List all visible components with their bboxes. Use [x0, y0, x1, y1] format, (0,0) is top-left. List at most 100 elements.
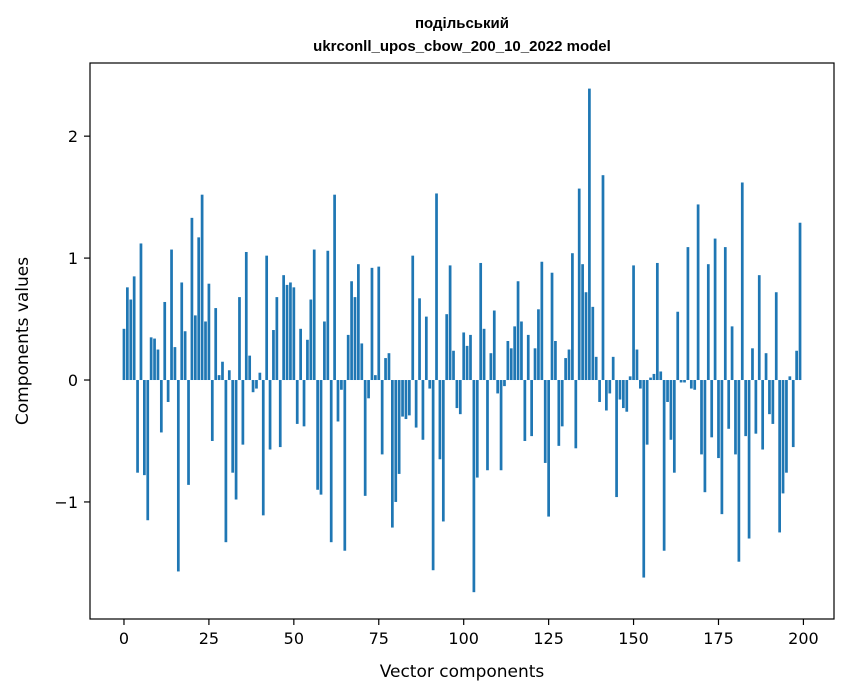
bar-139	[594, 356, 598, 381]
bar-196	[788, 376, 792, 381]
bar-185	[751, 348, 754, 381]
bar-86	[414, 380, 418, 428]
bar-89	[424, 316, 428, 381]
bar-121	[533, 348, 537, 381]
bar-83	[404, 380, 408, 420]
bar-141	[601, 175, 605, 381]
bar-170	[700, 380, 703, 455]
y-tick-label: 2	[68, 127, 78, 146]
bar-169	[696, 204, 700, 381]
bar-106	[482, 328, 486, 381]
bar-194	[781, 380, 785, 494]
bar-67	[350, 281, 353, 381]
bar-16	[176, 380, 180, 572]
bar-136	[584, 292, 588, 381]
bar-147	[622, 380, 625, 409]
y-axis-label: Components values	[13, 257, 33, 425]
bar-159	[662, 380, 666, 551]
bar-180	[734, 380, 737, 455]
bar-149	[628, 376, 632, 381]
bar-151	[635, 349, 639, 381]
bar-125	[547, 380, 550, 517]
bar-38	[251, 380, 255, 393]
bar-101	[465, 345, 469, 381]
bar-88	[421, 380, 425, 440]
bar-191	[771, 380, 775, 424]
bar-76	[380, 380, 384, 455]
bar-32	[231, 380, 235, 473]
bar-130	[564, 358, 567, 381]
bar-174	[713, 238, 717, 381]
x-tick-label: 175	[703, 629, 734, 648]
bar-60	[326, 250, 330, 381]
bar-108	[489, 353, 493, 381]
bar-177	[723, 247, 727, 381]
bar-77	[384, 358, 387, 381]
x-tick-label: 150	[618, 629, 649, 648]
bar-119	[526, 334, 530, 381]
bar-129	[560, 380, 564, 427]
bar-47	[282, 275, 285, 381]
bar-72	[367, 380, 370, 399]
bar-55	[309, 299, 313, 381]
x-tick-label: 0	[119, 629, 129, 648]
bar-109	[492, 310, 496, 381]
bar-3	[132, 276, 136, 381]
bar-8	[149, 337, 153, 381]
bar-69	[357, 264, 360, 381]
bar-97	[452, 350, 455, 381]
bar-73	[370, 267, 374, 381]
bar-104	[475, 380, 479, 478]
y-tick-label: 1	[68, 249, 78, 268]
bar-19	[187, 380, 190, 485]
bar-156	[652, 373, 656, 381]
bar-132	[571, 253, 574, 381]
bar-96	[448, 265, 452, 381]
bar-143	[608, 380, 612, 394]
bar-148	[625, 380, 629, 412]
bar-182	[740, 182, 744, 381]
bar-157	[655, 262, 659, 381]
bar-22	[197, 237, 201, 381]
bar-117	[520, 321, 523, 381]
bar-64	[340, 380, 343, 390]
bar-93	[438, 380, 442, 460]
bar-49	[289, 282, 292, 381]
bar-14	[170, 249, 173, 381]
bar-123	[540, 261, 544, 381]
chart-title-line-2: ukrconll_upos_cbow_200_10_2022 model	[313, 38, 611, 55]
bar-164	[679, 380, 683, 383]
x-tick-label: 25	[199, 629, 219, 648]
bar-127	[554, 341, 557, 381]
bar-18	[183, 331, 187, 381]
bar-20	[190, 217, 194, 381]
bar-90	[428, 380, 432, 389]
chart-title: подільський ukrconll_upos_cbow_200_10_20…	[313, 15, 611, 55]
bar-103	[472, 380, 476, 593]
bar-26	[210, 380, 214, 441]
x-axis-ticks: 0 25 50 75 100 125 150 175 200	[119, 619, 819, 648]
x-tick-label: 100	[448, 629, 479, 648]
bar-9	[153, 338, 156, 381]
bar-190	[768, 380, 771, 415]
bar-74	[374, 375, 377, 381]
bar-167	[689, 380, 693, 389]
bar-71	[363, 380, 367, 496]
bar-51	[295, 380, 299, 424]
bar-145	[615, 380, 618, 498]
bar-68	[353, 297, 357, 381]
bar-135	[581, 264, 584, 381]
bar-168	[693, 380, 697, 390]
bar-142	[605, 380, 608, 411]
bar-113	[506, 341, 510, 381]
bar-162	[672, 380, 676, 473]
bar-102	[469, 334, 472, 381]
bar-95	[445, 314, 449, 381]
bar-80	[394, 380, 398, 502]
bar-48	[285, 284, 289, 381]
bar-37	[248, 355, 252, 381]
bar-58	[319, 380, 323, 495]
bar-39	[255, 380, 258, 389]
bar-184	[747, 380, 751, 539]
